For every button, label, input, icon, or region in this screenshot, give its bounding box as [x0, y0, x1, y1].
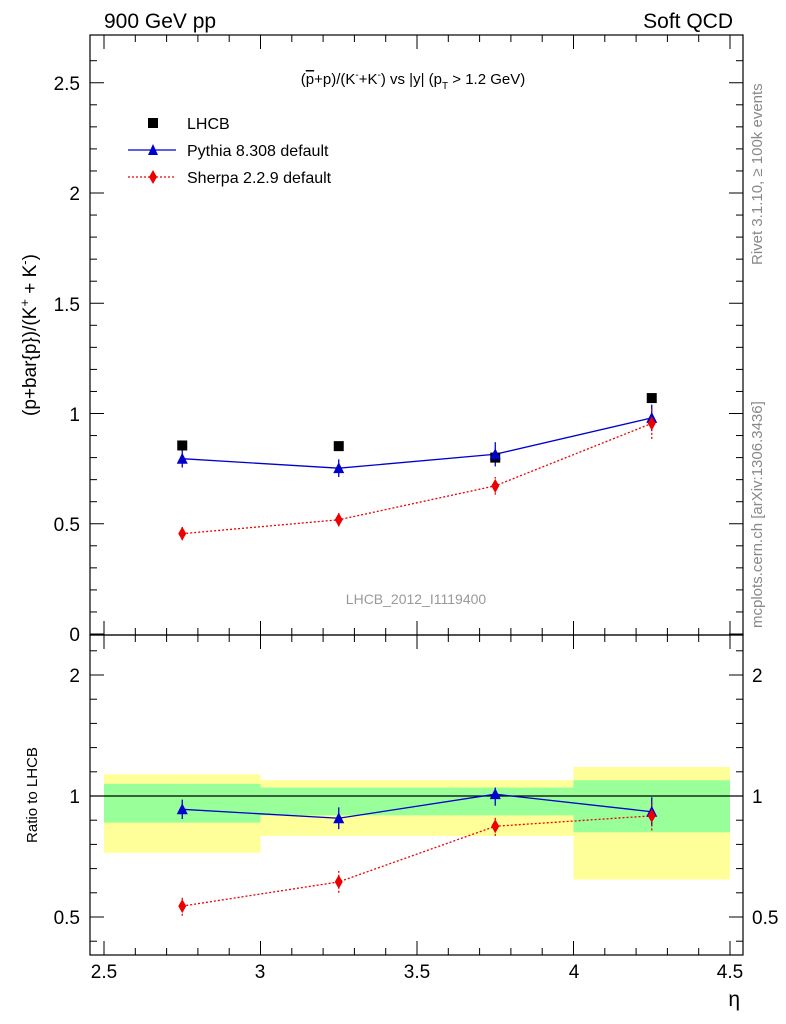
main-y-tick-label: 0 — [69, 625, 80, 646]
ratio-bands — [104, 766, 730, 880]
ratio-y-tick-label: 2 — [69, 666, 80, 687]
x-axis-label: η — [728, 988, 740, 1011]
ratio-sherpa-point — [647, 808, 656, 823]
sherpa-point — [178, 526, 187, 541]
main-y-tick-label: 1 — [69, 405, 80, 426]
x-tick-label: 4.5 — [717, 962, 743, 983]
sherpa-line — [182, 422, 652, 535]
main-plot-title: (p+p)/(K-+K-) vs |y| (pT > 1.2 GeV) — [301, 70, 525, 92]
analysis-label: LHCB_2012_I1119400 — [346, 591, 487, 607]
main-y-axis-label: (p+bar{p})/(K+ + K-) — [17, 254, 41, 416]
ratio-sherpa-point — [178, 899, 187, 914]
legend-marker-lhcb — [148, 118, 158, 128]
pythia-point — [489, 448, 501, 460]
ratio-sherpa-point — [334, 874, 343, 889]
sherpa-point — [491, 478, 500, 493]
sherpa-point — [647, 416, 656, 431]
ratio-series — [176, 787, 658, 916]
legend: LHCB Pythia 8.308 default Sherpa 2.2.9 d… — [128, 116, 332, 187]
sherpa-point — [334, 512, 343, 527]
legend-label-sherpa: Sherpa 2.2.9 default — [187, 170, 332, 187]
ratio-y-tick-label: 1 — [69, 787, 80, 808]
x-tick-label: 3.5 — [404, 962, 430, 983]
pythia-point — [333, 462, 345, 474]
ratio-sherpa-line — [182, 815, 652, 907]
ratio-y-tick-label-right: 1 — [752, 787, 763, 808]
ratio-plot: Ratio to LHCB 2 1 0.5 2 1 0.5 2.5 3 3.5 … — [24, 634, 778, 1011]
pythia-line — [182, 417, 652, 469]
main-plot: 0 (p+p)/(K-+K-) vs |y| (pT > 1.2 GeV) (p… — [17, 34, 744, 646]
main-y-tick-label: 2 — [69, 184, 80, 205]
main-y-tick-label: 0.5 — [54, 515, 80, 536]
ratio-y-tick-label-right: 0.5 — [752, 908, 778, 929]
x-tick-label: 4 — [569, 962, 580, 983]
legend-marker-sherpa — [149, 170, 157, 184]
rivet-version-label: Rivet 3.1.10, ≥ 100k events — [749, 83, 766, 265]
ratio-y-axis-label: Ratio to LHCB — [24, 747, 41, 843]
main-y-tick-label: 2.5 — [54, 74, 80, 95]
ratio-plot-frame — [89, 634, 744, 956]
ratio-pythia-line — [182, 793, 652, 819]
legend-marker-pythia — [148, 144, 158, 155]
header-left-label: 900 GeV pp — [104, 10, 216, 33]
ratio-ticks — [90, 635, 743, 955]
x-tick-label: 2.5 — [91, 962, 117, 983]
main-y-tick-label: 1.5 — [54, 295, 80, 316]
legend-label-pythia: Pythia 8.308 default — [187, 143, 329, 160]
lhcb-point — [333, 441, 344, 452]
main-ticks: 0 — [69, 35, 743, 646]
lhcb-point — [646, 393, 657, 404]
x-tick-label: 3 — [255, 962, 266, 983]
ratio-y-tick-label: 0.5 — [54, 908, 80, 929]
ratio-sherpa-point — [491, 819, 500, 834]
ratio-band-inner — [260, 787, 574, 816]
pythia-point — [176, 452, 188, 464]
main-series — [176, 393, 658, 541]
mcplots-label: mcplots.cern.ch [arXiv:1306.3436] — [749, 401, 766, 628]
ratio-y-tick-label-right: 2 — [752, 666, 763, 687]
header-right-label: Soft QCD — [643, 10, 733, 33]
lhcb-point — [177, 440, 188, 451]
ratio-pythia-point — [489, 788, 501, 800]
legend-label-lhcb: LHCB — [187, 116, 230, 133]
ratio-pythia-point — [176, 803, 188, 815]
ratio-pythia-point — [333, 812, 345, 824]
